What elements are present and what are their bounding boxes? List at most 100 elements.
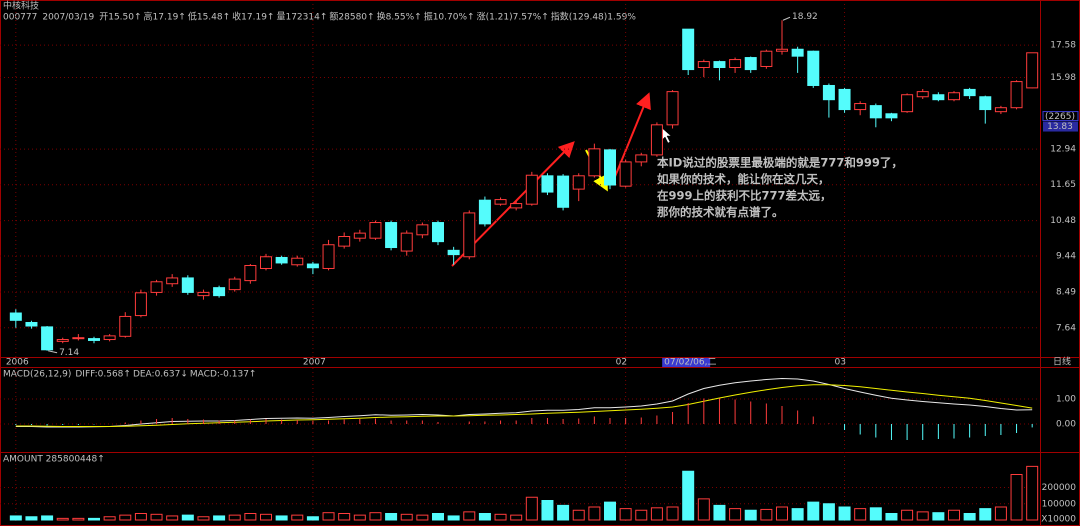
volume-bar — [103, 516, 116, 521]
quote-item: 2007/03/19 — [42, 13, 94, 23]
candle-body — [541, 175, 554, 193]
candle-body — [697, 61, 710, 69]
volume-bar — [979, 508, 992, 521]
volume-bar — [228, 514, 241, 521]
quote-item: 000777 — [3, 13, 37, 23]
note-line: 如果你的技术，能让你在这几天， — [657, 172, 830, 186]
candle-body — [134, 292, 147, 317]
legend-item: DIFF:0.568↑ — [75, 370, 131, 380]
volume-bar — [619, 508, 632, 521]
volume-bar — [353, 514, 366, 521]
quote-item: 收17.19↑ — [232, 11, 274, 23]
volume-bar — [541, 500, 554, 521]
volume-bar — [432, 513, 444, 521]
candle-body — [150, 281, 163, 293]
y-tick-label: 1.00 — [1056, 395, 1076, 405]
volume-bar — [994, 506, 1007, 521]
volume-bar — [1026, 465, 1039, 521]
mouse-pointer — [661, 127, 672, 144]
cursor-box — [1042, 111, 1079, 122]
candle-body — [275, 256, 288, 264]
candle-body — [963, 88, 976, 97]
volume-bar — [791, 508, 804, 521]
quote-item: 换8.55%↑ — [377, 11, 422, 23]
quote-item: 额28580↑ — [329, 11, 374, 23]
volume-bar — [838, 506, 851, 521]
candle-body — [353, 232, 366, 239]
volume-bar — [682, 470, 695, 521]
candle-body — [291, 257, 304, 266]
volume-bar — [635, 509, 648, 521]
volume-bar — [385, 513, 398, 521]
candle-body — [666, 91, 679, 126]
volume-bar — [400, 513, 413, 521]
candle-body — [822, 84, 835, 101]
candle-body — [994, 107, 1007, 113]
volume-bar — [197, 516, 210, 521]
stock-name: 中核科技 — [3, 0, 39, 12]
candle-body — [119, 315, 132, 337]
volume-bar — [41, 515, 54, 521]
candle-body — [447, 249, 460, 256]
volume-bar — [56, 517, 69, 521]
volume-bar — [150, 513, 163, 521]
candle-body — [463, 212, 476, 258]
date-highlight — [662, 358, 711, 367]
note-line: 那你的技术就有点谱了。 — [657, 205, 784, 219]
candle-body — [72, 337, 85, 340]
candle-body — [322, 244, 335, 269]
volume-bar — [901, 509, 914, 521]
volume-bar — [525, 496, 538, 521]
volume-bar — [213, 515, 226, 521]
volume-bar — [447, 515, 460, 521]
candle-body — [729, 59, 742, 69]
candle-body — [306, 263, 319, 269]
volume-bar — [72, 517, 85, 521]
low-pointer — [47, 350, 58, 354]
volume-bar — [244, 513, 257, 521]
candle-body — [260, 256, 272, 269]
candle-body — [885, 113, 898, 119]
candle-body — [807, 50, 820, 86]
volume-bar — [260, 513, 272, 521]
candle-body — [760, 50, 773, 67]
volume-bar — [932, 512, 945, 521]
candle-body — [948, 92, 960, 101]
volume-bar — [134, 513, 147, 521]
y-tick-label: 100000 — [1042, 499, 1077, 509]
candle-body — [400, 232, 413, 252]
volume-bar — [88, 517, 100, 521]
candle-body — [56, 339, 69, 342]
volume-bar — [807, 501, 820, 521]
candle-body — [854, 103, 867, 111]
volume-bar — [713, 504, 726, 521]
volume-bar — [729, 508, 742, 521]
y-tick-label: 11.65 — [1050, 180, 1076, 190]
candle-body — [713, 61, 726, 69]
volume-bar — [697, 498, 710, 521]
candle-body — [244, 265, 257, 282]
candle-body — [494, 199, 507, 205]
y-tick-label: 12.94 — [1050, 145, 1076, 155]
volume-bar — [369, 512, 382, 521]
candle-body — [572, 175, 585, 190]
y-tick-label: 17.58 — [1050, 41, 1076, 51]
red-arrow — [611, 92, 651, 185]
panel-title: AMOUNT 285800448↑ — [3, 455, 105, 465]
candle-body — [588, 148, 601, 177]
volume-bar — [1010, 474, 1023, 521]
candle-body — [432, 222, 444, 243]
panel-title: MACD(26,12,9) — [3, 370, 71, 380]
quote-item: 量172314↑ — [276, 12, 327, 23]
x-tick-label: 03 — [835, 358, 846, 368]
candle-body — [197, 291, 210, 297]
candle-body — [619, 161, 632, 187]
volume-bar — [572, 509, 585, 521]
volume-bar — [494, 513, 507, 521]
candle-body — [604, 149, 616, 186]
candle-body — [776, 48, 788, 52]
candle-body — [932, 94, 945, 101]
volume-bar — [510, 514, 523, 521]
